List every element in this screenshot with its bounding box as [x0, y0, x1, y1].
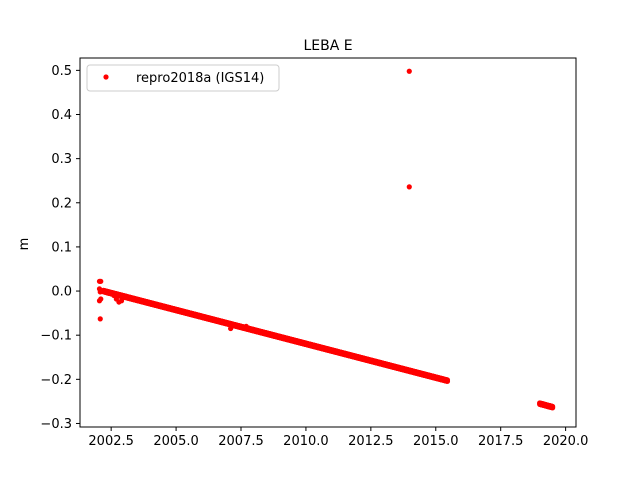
data-point: [121, 293, 127, 299]
y-axis: −0.3 −0.2 −0.1 0.0 0.1 0.2 0.3 0.4 0.5: [40, 64, 80, 432]
x-tick-label: 2012.5: [348, 434, 394, 449]
y-tick-label: 0.5: [51, 64, 72, 79]
y-tick-label: 0.4: [51, 108, 72, 123]
data-point: [444, 378, 451, 384]
x-axis: 2002.5 2005.0 2007.5 2010.0 2012.5 2015.0 2017…: [88, 427, 588, 449]
data-point: [118, 298, 125, 304]
data-point: [406, 68, 412, 74]
data-point: [98, 278, 104, 284]
x-tick-label: 2005.0: [153, 434, 199, 449]
y-tick-label: 0.0: [51, 285, 72, 300]
x-tick-label: 2017.5: [478, 434, 524, 449]
data-point: [228, 325, 234, 332]
y-tick-label: 0.2: [51, 196, 72, 211]
y-tick-label: 0.3: [51, 152, 72, 167]
data-point: [406, 184, 412, 190]
y-tick-label: 0.1: [51, 240, 72, 255]
data-point: [550, 405, 556, 411]
legend-marker: [103, 74, 109, 80]
data-point: [243, 323, 249, 329]
y-tick-label: −0.2: [40, 373, 72, 388]
chart-title: LEBA E: [303, 38, 352, 54]
data-point: [96, 298, 103, 304]
x-tick-label: 2010.0: [283, 434, 329, 449]
y-axis-label: m: [17, 238, 32, 251]
data-point: [97, 316, 103, 322]
y-tick-label: −0.1: [40, 329, 72, 344]
x-tick-label: 2002.5: [88, 434, 134, 449]
y-tick-label: −0.3: [40, 417, 72, 432]
x-tick-label: 2007.5: [218, 434, 264, 449]
legend-label: repro2018a (IGS14): [136, 71, 264, 86]
legend: repro2018a (IGS14): [86, 64, 280, 92]
plot-frame: [79, 57, 577, 428]
x-tick-label: 2015.0: [413, 434, 459, 449]
legend-box: [86, 64, 280, 92]
x-tick-label: 2020.0: [543, 434, 589, 449]
data-point: [105, 290, 112, 296]
data-points: [96, 68, 556, 411]
data-point: [111, 292, 117, 299]
data-point: [97, 289, 103, 295]
